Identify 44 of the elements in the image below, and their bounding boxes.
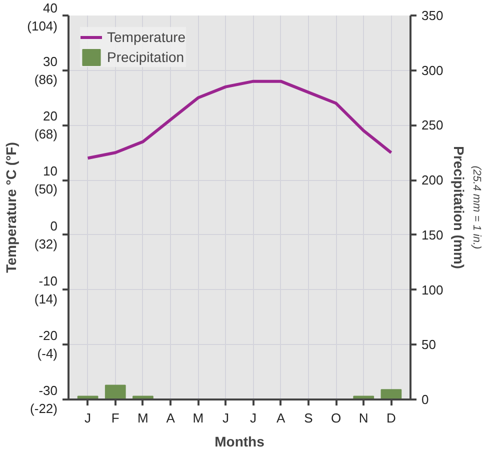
x-tick-label: D — [386, 410, 396, 426]
y3-tick-label: (104) — [27, 18, 58, 34]
x-tick-label: M — [192, 410, 204, 426]
x-axis-title: Months — [214, 434, 265, 450]
x-tick-label: A — [276, 410, 286, 426]
x-tick-label: F — [111, 410, 120, 426]
y2-tick-label: 0 — [422, 392, 429, 407]
x-tick-label: J — [250, 410, 257, 426]
y3-tick-label: (-4) — [37, 346, 58, 362]
x-tick-label: M — [138, 410, 148, 426]
y-axis-title: Temperature °C (°F) — [3, 142, 20, 273]
y2-axis-title: Precipitation (mm) — [451, 146, 468, 269]
y-tick-label: 30 — [43, 54, 58, 69]
bar — [380, 389, 402, 400]
y3-tick-label: (50) — [34, 182, 58, 197]
y2-tick-label: 200 — [422, 172, 444, 188]
y-tick-label: 10 — [43, 164, 58, 179]
x-tick-label: A — [166, 410, 176, 426]
y2-tick-label: 100 — [422, 282, 444, 298]
x-tick-label: J — [84, 410, 92, 426]
legend-label: Temperature — [107, 29, 186, 45]
x-tick-label: S — [304, 410, 314, 426]
y-tick-label: -20 — [38, 328, 58, 344]
x-tick-label: N — [358, 410, 368, 426]
y2-tick-label: 300 — [422, 62, 444, 78]
y3-tick-label: (86) — [34, 72, 58, 87]
y-tick-label: 0 — [50, 218, 58, 234]
y3-tick-label: (32) — [34, 236, 58, 252]
y2-tick-label: 50 — [422, 337, 436, 352]
bar — [104, 384, 126, 400]
y3-tick-label: (68) — [34, 126, 58, 142]
y2-tick-label: 250 — [422, 118, 444, 133]
x-tick-label: O — [330, 410, 342, 426]
text: (25.4 mm = 1 in.) — [470, 166, 482, 250]
y2-tick-label: 150 — [422, 227, 444, 242]
y2-tick-label: 350 — [422, 8, 444, 23]
y-tick-label: 20 — [43, 108, 58, 124]
y3-tick-label: (-22) — [30, 401, 58, 416]
y3-tick-label: (14) — [34, 291, 58, 306]
y-tick-label: -10 — [38, 273, 58, 288]
y-tick-label: 40 — [43, 0, 58, 16]
legend-label: Precipitation — [107, 49, 184, 65]
x-tick-label: J — [222, 410, 229, 426]
y-tick-label: -30 — [38, 383, 58, 398]
